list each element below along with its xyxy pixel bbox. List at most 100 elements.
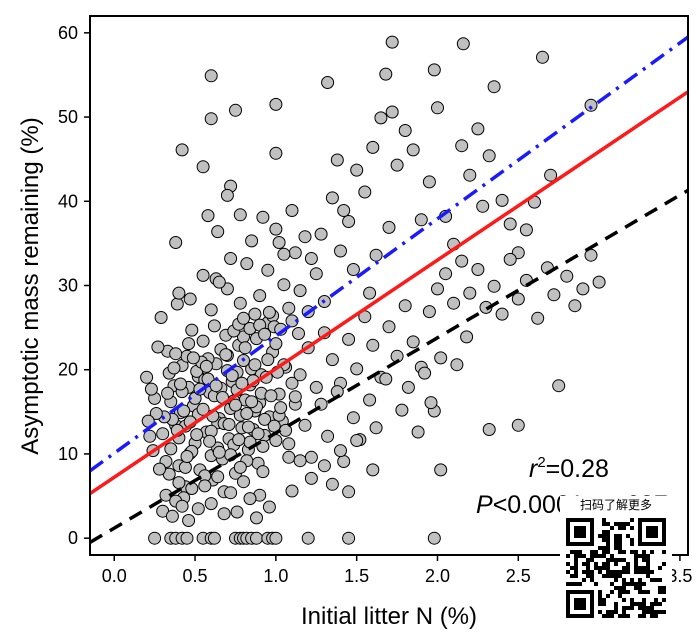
data-point xyxy=(165,509,179,523)
data-point xyxy=(401,380,415,394)
data-point xyxy=(243,492,257,506)
data-point xyxy=(379,67,393,81)
data-point xyxy=(178,460,192,474)
data-point xyxy=(325,353,339,367)
data-point xyxy=(272,236,286,249)
data-point xyxy=(172,476,186,490)
x-tick-label: 0.5 xyxy=(183,566,208,586)
data-point xyxy=(395,403,409,417)
data-point xyxy=(250,511,263,525)
data-point xyxy=(584,98,598,112)
data-point xyxy=(229,103,242,117)
data-point xyxy=(503,252,517,266)
data-point xyxy=(175,499,189,513)
data-point xyxy=(261,353,275,367)
data-point xyxy=(285,376,299,390)
data-point xyxy=(398,124,412,137)
data-point xyxy=(511,292,525,306)
data-point xyxy=(182,337,196,351)
data-point xyxy=(301,531,315,545)
data-point xyxy=(447,296,461,310)
data-point xyxy=(337,204,351,217)
data-point xyxy=(204,497,218,511)
data-point xyxy=(151,340,165,354)
data-point xyxy=(211,470,225,484)
data-point xyxy=(245,395,259,409)
data-point xyxy=(164,442,178,456)
data-point xyxy=(456,37,470,51)
qr-code-icon[interactable] xyxy=(566,518,666,618)
data-point xyxy=(536,50,549,64)
qr-overlay[interactable]: 扫码了解更多 xyxy=(560,496,672,624)
data-point xyxy=(434,351,448,365)
data-point xyxy=(277,278,291,292)
y-axis-title: Asymptotic mass remaining (%) xyxy=(17,117,44,454)
data-point xyxy=(212,445,226,459)
data-point xyxy=(471,122,485,136)
data-point xyxy=(154,311,168,324)
data-point xyxy=(366,463,380,477)
data-point xyxy=(317,459,331,473)
regression-lines xyxy=(88,35,690,544)
data-point xyxy=(256,210,270,224)
regression-line-upper xyxy=(88,35,690,473)
data-point xyxy=(427,63,441,77)
data-point xyxy=(174,377,187,391)
data-point xyxy=(196,402,210,416)
x-tick-label: 3.5 xyxy=(667,566,692,586)
data-point xyxy=(167,361,181,375)
y-tick-label: 40 xyxy=(58,191,78,211)
data-point xyxy=(238,341,252,355)
data-point xyxy=(369,421,383,435)
data-point xyxy=(148,531,162,545)
data-point xyxy=(592,275,606,289)
data-point xyxy=(204,69,218,83)
y-tick-label: 10 xyxy=(58,444,78,464)
data-point xyxy=(309,380,323,394)
data-point xyxy=(240,257,254,271)
data-point xyxy=(342,531,356,545)
data-point xyxy=(224,252,238,265)
data-point xyxy=(183,292,197,306)
r-squared-annotation: r2=0.28 xyxy=(529,454,609,483)
data-point xyxy=(398,299,412,313)
regression-line-lower xyxy=(89,188,689,544)
x-tick-label: 1.5 xyxy=(344,566,369,586)
data-point xyxy=(414,213,428,227)
data-point xyxy=(232,433,246,447)
data-point xyxy=(385,35,399,49)
data-point xyxy=(422,305,436,319)
data-point xyxy=(191,502,205,516)
data-point xyxy=(406,335,420,349)
data-point xyxy=(431,101,444,115)
data-point xyxy=(182,514,196,527)
data-point xyxy=(519,223,533,237)
regression-line-fit xyxy=(89,90,689,495)
data-point xyxy=(169,236,183,249)
data-point xyxy=(369,248,383,262)
data-point xyxy=(217,507,231,521)
data-point xyxy=(434,463,448,477)
r-superscript: 2 xyxy=(537,454,545,471)
data-point xyxy=(288,390,302,404)
data-point xyxy=(241,420,255,434)
data-point xyxy=(334,444,347,458)
data-point xyxy=(180,450,194,463)
data-point xyxy=(245,234,259,248)
data-point xyxy=(374,111,388,125)
x-tick-label: 0.0 xyxy=(102,566,127,586)
data-point xyxy=(198,479,212,493)
x-axis-title: Initial litter N (%) xyxy=(301,603,477,630)
data-point xyxy=(269,531,283,545)
data-point xyxy=(379,372,393,386)
data-point xyxy=(455,139,469,153)
data-point xyxy=(170,297,184,311)
data-point xyxy=(411,425,425,439)
data-point xyxy=(209,379,223,393)
data-point xyxy=(424,396,438,410)
data-point xyxy=(547,288,561,302)
data-point xyxy=(220,188,234,202)
data-point xyxy=(350,434,364,447)
data-point xyxy=(325,477,339,491)
